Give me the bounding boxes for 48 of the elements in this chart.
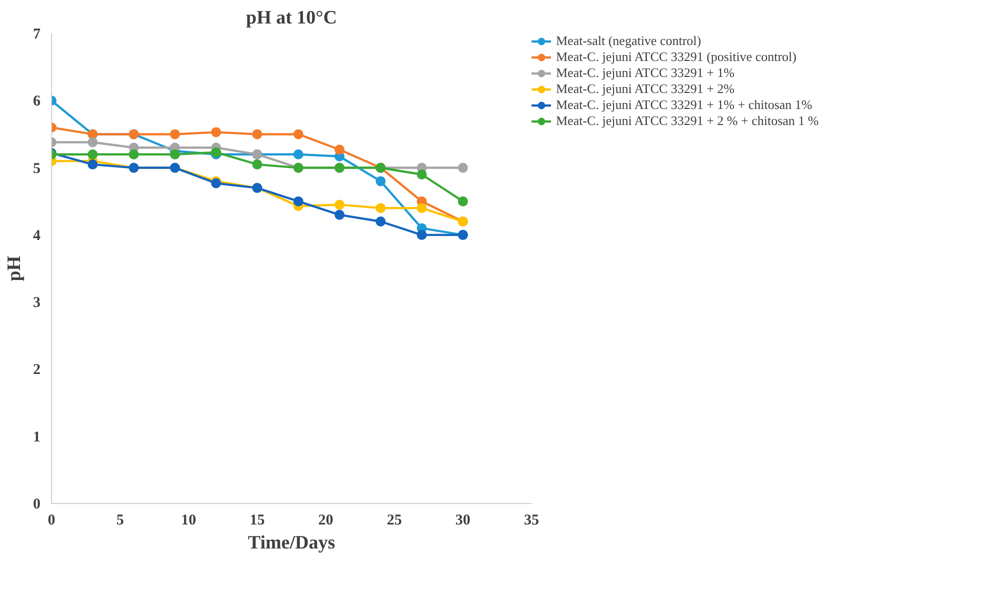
y-tick-label: 3 (33, 295, 40, 312)
point (416, 170, 427, 180)
point (334, 200, 344, 210)
x-tick-label: 0 (48, 512, 56, 528)
point (458, 162, 468, 173)
y-tick-label: 1 (33, 429, 40, 446)
legend-label: Meat-C. jejuni ATCC 33291 + 1% (556, 65, 734, 81)
y-tick-label: 6 (33, 94, 41, 110)
y-axis-title: pH (4, 256, 25, 282)
legend-label: Meat-C. jejuni ATCC 33291 + 1% + chitosan 1% (556, 97, 812, 113)
point (128, 149, 139, 160)
y-tick-label: 4 (33, 228, 41, 244)
y-tick-label: 7 (33, 26, 41, 42)
x-tick-label: 30 (455, 512, 470, 528)
legend-label: Meat-salt (negative control) (556, 33, 702, 49)
x-tick-label: 25 (386, 512, 402, 528)
point (334, 210, 344, 220)
legend-label: Meat-C. jejuni ATCC 33291 + 2 % + chitosan 1 % (556, 113, 819, 129)
legend-label: Meat-C. jejuni ATCC 33291 + 2% (556, 81, 734, 97)
point (376, 176, 386, 186)
point (293, 196, 304, 206)
y-tick-label: 0 (33, 496, 40, 512)
point (170, 149, 180, 160)
x-tick-label: 10 (181, 512, 196, 528)
point (334, 144, 344, 155)
legend-label: Meat-C. jejuni ATCC 33291 (positive control) (556, 49, 796, 65)
point (376, 216, 386, 226)
point (211, 127, 222, 138)
point (88, 159, 98, 170)
point (416, 203, 427, 214)
y-tick-label: 5 (33, 160, 40, 177)
point (293, 149, 304, 160)
point (88, 149, 98, 160)
point (293, 129, 304, 140)
point (416, 230, 427, 240)
point (252, 129, 262, 140)
point (170, 129, 180, 140)
chart-title: pH at 10°C (246, 8, 338, 28)
x-tick-label: 20 (318, 512, 334, 528)
point (376, 203, 386, 214)
x-axis-title: Time/Days (248, 532, 336, 554)
x-tick-label: 35 (524, 512, 539, 528)
point (88, 137, 98, 148)
x-tick-label: 5 (116, 512, 124, 528)
point (252, 159, 262, 170)
y-tick-label: 2 (33, 362, 40, 378)
x-tick-label: 15 (250, 512, 265, 528)
point (458, 196, 468, 206)
